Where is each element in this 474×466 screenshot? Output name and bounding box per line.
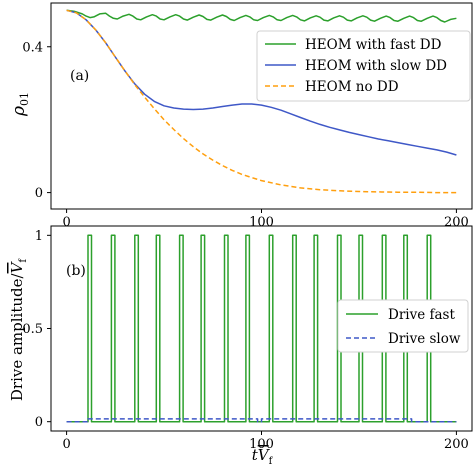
legend-label-drive-slow: Drive slow xyxy=(388,331,461,347)
panel-a-ytick-label: 0.4 xyxy=(22,40,43,55)
panel-b-ylabel-sub: f xyxy=(18,258,29,263)
panel-a-legend: HEOM with fast DD HEOM with slow DD HEOM… xyxy=(256,30,471,102)
panel-a-series-group xyxy=(66,9,457,194)
legend-label-fast-dd: HEOM with fast DD xyxy=(305,37,442,53)
panel-a-legend-box xyxy=(256,30,471,102)
panel-a-series-heom-with-fast-dd xyxy=(66,9,457,23)
panel-b-xtick-label: 200 xyxy=(444,437,469,452)
panel-b-xtick-label: 0 xyxy=(62,437,70,452)
panel-a-xtick-label: 200 xyxy=(444,215,469,230)
legend-label-drive-fast: Drive fast xyxy=(388,307,455,323)
panel-b-ylabel: Drive amplitude/Vf xyxy=(8,258,29,402)
panel-b-ylabel-v: V xyxy=(8,260,26,273)
panel-b-xlabel: tVf xyxy=(252,446,274,466)
panel-b-xlabel-sub: f xyxy=(269,456,274,466)
legend-label-slow-dd: HEOM with slow DD xyxy=(305,58,447,74)
panel-b-ylabel-main: Drive amplitude/ xyxy=(8,272,26,401)
panel-b-legend: Drive fast Drive slow xyxy=(337,299,469,353)
legend-label-no-dd: HEOM no DD xyxy=(305,79,399,95)
panel-a-ylabel-main: ρ xyxy=(9,106,29,117)
panel-b-xlabel-main: t xyxy=(252,446,259,464)
panel-a-label: (a) xyxy=(70,68,89,84)
panel-a-ylabel: ρ01 xyxy=(9,92,31,117)
panel-b-series-drive-slow xyxy=(66,418,457,423)
panel-b-ytick-label: 1 xyxy=(35,229,43,244)
panel-b-series-group xyxy=(66,234,457,423)
panel-b-ytick-label: 0.5 xyxy=(22,322,43,337)
panel-a-ytick-label: 0 xyxy=(35,186,43,201)
panel-b-series-drive-fast xyxy=(66,234,457,423)
panel-a-xtick-label: 100 xyxy=(249,215,274,230)
panel-b-ticks: 0 100 200 0 0.5 1 xyxy=(22,229,469,452)
panel-a-ylabel-sub: 01 xyxy=(18,92,31,106)
panel-b-ytick-label: 0 xyxy=(35,415,43,430)
panel-a: 0 100 200 0 0.4 (a) ρ01 HEOM with fast DD HE… xyxy=(9,2,473,230)
panel-b-label: (b) xyxy=(66,263,86,279)
panel-b-xlabel-v: V xyxy=(258,446,271,464)
panel-a-xtick-label: 0 xyxy=(62,215,70,230)
panel-a-series-heom-no-dd xyxy=(66,9,457,194)
panel-b-xtick-label: 100 xyxy=(249,437,274,452)
panel-b-legend-box xyxy=(337,299,469,353)
